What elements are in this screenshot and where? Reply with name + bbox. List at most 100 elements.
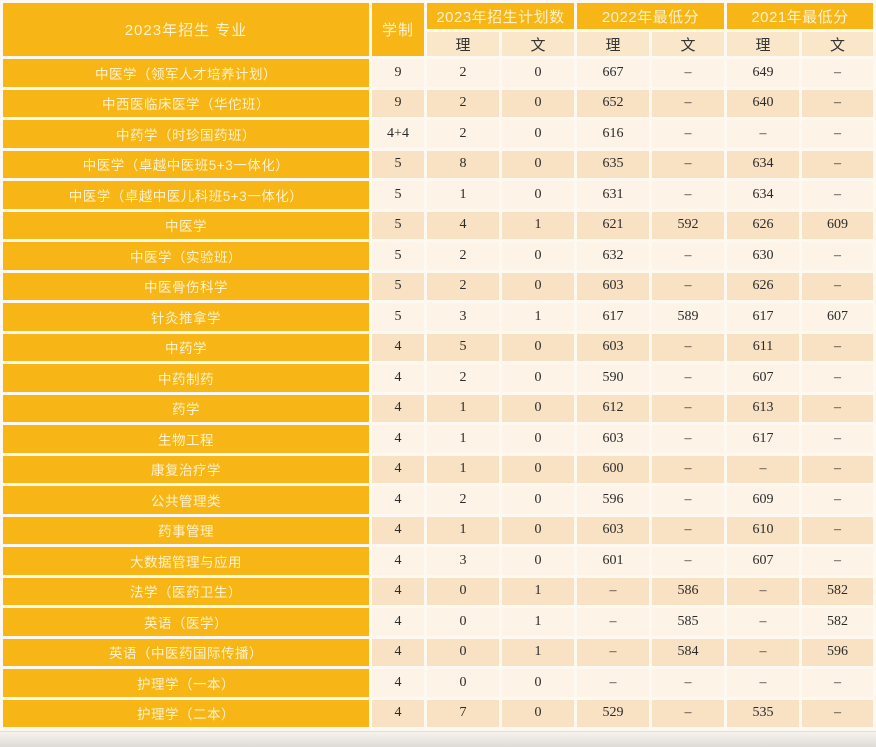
value-cell: 0 (502, 455, 574, 483)
table-row: 护理学（二本） 4 7 0 529–535– (3, 699, 873, 727)
major-cell: 康复治疗学 (3, 455, 369, 483)
duration-cell: 5 (372, 242, 424, 270)
table-row: 中西医临床医学（华佗班） 9 2 0 652–640– (3, 89, 873, 117)
value-cell: 0 (502, 516, 574, 544)
value-cell: – (727, 669, 799, 697)
value-cell: 2 (427, 364, 499, 392)
value-cell: 585 (652, 608, 724, 636)
value-cell: – (802, 486, 873, 514)
value-cell: 616 (577, 120, 649, 148)
table-row: 中药学（时珍国药班） 4+4 2 0 616– – – (3, 120, 873, 148)
value-cell: 634 (727, 181, 799, 209)
value-cell: 607 (802, 303, 873, 331)
major-cell: 中药学（时珍国药班） (3, 120, 369, 148)
header-sub-row: 理 文 理 文 理 文 (3, 32, 873, 56)
value-cell: 0 (502, 486, 574, 514)
value-cell: 607 (727, 547, 799, 575)
value-cell: 603 (577, 516, 649, 544)
table-body: 中医学（领军人才培养计划） 9 2 0 667–649– 中西医临床医学（华佗班） 9 2 0 6… (3, 59, 873, 727)
value-cell: – (802, 89, 873, 117)
major-cell: 药学 (3, 394, 369, 422)
value-cell: 586 (652, 577, 724, 605)
value-cell: 0 (502, 547, 574, 575)
value-cell: 609 (727, 486, 799, 514)
value-cell: – (652, 272, 724, 300)
value-cell: 617 (727, 303, 799, 331)
value-cell: – (652, 699, 724, 727)
value-cell: – (802, 547, 873, 575)
value-cell: – (577, 577, 649, 605)
major-cell: 护理学（一本） (3, 669, 369, 697)
value-cell: 603 (577, 272, 649, 300)
table-row: 大数据管理与应用 4 3 0 601–607– (3, 547, 873, 575)
value-cell: 0 (502, 425, 574, 453)
value-cell: – (727, 638, 799, 666)
value-cell: 2 (427, 89, 499, 117)
duration-cell: 5 (372, 303, 424, 331)
value-cell: – (802, 364, 873, 392)
value-cell: 0 (502, 333, 574, 361)
duration-cell: 4 (372, 516, 424, 544)
value-cell: 1 (502, 608, 574, 636)
admissions-table: 2023年招生 专业 学制 2023年招生计划数 2022年最低分 2021年最… (3, 3, 873, 727)
value-cell: – (802, 181, 873, 209)
value-cell: 0 (502, 59, 574, 87)
value-cell: – (802, 699, 873, 727)
value-cell: 2 (427, 272, 499, 300)
subheader-science-2021: 理 (727, 32, 799, 56)
value-cell: – (652, 333, 724, 361)
table-row: 中医学（领军人才培养计划） 9 2 0 667–649– (3, 59, 873, 87)
table-row: 护理学（一本） 4 0 0– – – – (3, 669, 873, 697)
value-cell: 631 (577, 181, 649, 209)
value-cell: 596 (577, 486, 649, 514)
value-cell: 603 (577, 425, 649, 453)
value-cell: 621 (577, 211, 649, 239)
duration-cell: 4 (372, 364, 424, 392)
value-cell: 7 (427, 699, 499, 727)
major-cell: 中药学 (3, 333, 369, 361)
subheader-science-2022: 理 (577, 32, 649, 56)
duration-cell: 4 (372, 425, 424, 453)
duration-cell: 4 (372, 699, 424, 727)
major-cell: 中药制药 (3, 364, 369, 392)
value-cell: 611 (727, 333, 799, 361)
value-cell: – (802, 59, 873, 87)
table-row: 英语（中医药国际传播） 4 0 1–584–596 (3, 638, 873, 666)
major-cell: 中医学（实验班） (3, 242, 369, 270)
value-cell: 649 (727, 59, 799, 87)
table-header: 2023年招生 专业 学制 2023年招生计划数 2022年最低分 2021年最… (3, 3, 873, 56)
value-cell: 613 (727, 394, 799, 422)
table-row: 中医学 5 4 1 621 592 626 609 (3, 211, 873, 239)
value-cell: 0 (502, 699, 574, 727)
value-cell: 667 (577, 59, 649, 87)
column-group-2021-min-score: 2021年最低分 (727, 3, 873, 29)
value-cell: 1 (502, 577, 574, 605)
value-cell: – (577, 608, 649, 636)
duration-cell: 4 (372, 333, 424, 361)
table-row: 中药制药 4 2 0 590–607– (3, 364, 873, 392)
subheader-arts-2021: 文 (802, 32, 873, 56)
value-cell: 0 (427, 669, 499, 697)
value-cell: – (652, 394, 724, 422)
value-cell: – (802, 120, 873, 148)
value-cell: – (727, 608, 799, 636)
value-cell: – (577, 669, 649, 697)
value-cell: 590 (577, 364, 649, 392)
major-cell: 生物工程 (3, 425, 369, 453)
header-group-row: 2023年招生 专业 学制 2023年招生计划数 2022年最低分 2021年最… (3, 3, 873, 56)
value-cell: 582 (802, 608, 873, 636)
value-cell: 601 (577, 547, 649, 575)
value-cell: 5 (427, 333, 499, 361)
value-cell: – (652, 425, 724, 453)
value-cell: 3 (427, 303, 499, 331)
major-cell: 中医学（领军人才培养计划） (3, 59, 369, 87)
duration-cell: 5 (372, 211, 424, 239)
value-cell: – (727, 120, 799, 148)
value-cell: 2 (427, 120, 499, 148)
value-cell: – (802, 394, 873, 422)
value-cell: – (802, 242, 873, 270)
duration-cell: 9 (372, 59, 424, 87)
major-cell: 护理学（二本） (3, 699, 369, 727)
value-cell: 1 (502, 638, 574, 666)
major-cell: 公共管理类 (3, 486, 369, 514)
